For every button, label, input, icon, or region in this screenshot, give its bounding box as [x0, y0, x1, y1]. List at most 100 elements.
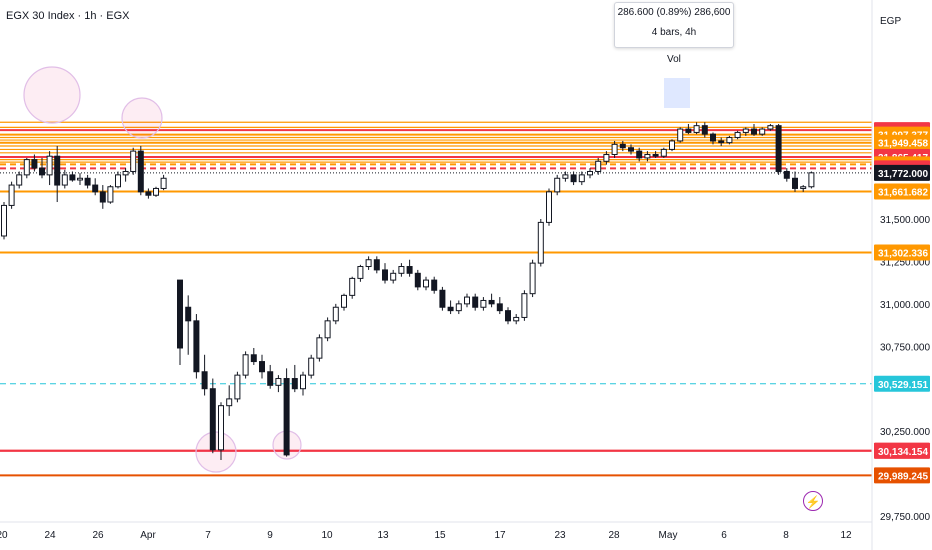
price-tag-7 [874, 183, 930, 200]
candle-body-27 [218, 405, 224, 451]
highlight-circle-2 [195, 431, 237, 473]
candle-body-60 [488, 299, 495, 305]
price-tag-8 [874, 244, 930, 261]
volume-label: Vol [667, 54, 681, 65]
candle-body-46 [373, 259, 380, 271]
y-tick-label-3: 30,750.000 [880, 342, 930, 353]
candle-body-14 [107, 186, 114, 203]
candle-body-83 [677, 128, 684, 142]
x-tick-label-4: 7 [205, 530, 211, 541]
candle-body-77 [628, 147, 634, 152]
measure-tooltip: 286.600 (0.89%) 286,600 4 bars, 4h [614, 2, 734, 48]
candle-body-5 [39, 167, 45, 176]
candle-body-54 [439, 289, 446, 308]
x-tick-label-15: 12 [840, 530, 852, 541]
candle-body-44 [357, 266, 364, 279]
candle-body-36 [291, 378, 298, 390]
candle-body-98 [800, 186, 807, 189]
candle-body-33 [267, 371, 274, 386]
candle-body-99 [808, 172, 815, 188]
candle-body-43 [349, 277, 356, 296]
candle-body-73 [595, 160, 602, 172]
candle-body-50 [406, 266, 413, 274]
candle-body-84 [685, 128, 692, 133]
x-tick-label-12: May [659, 530, 678, 541]
price-tag-11 [874, 442, 930, 459]
candle-body-8 [61, 174, 68, 186]
price-tag-text-9: 30,529.151 [878, 380, 928, 391]
measure-bars: 4 bars, 4h [651, 27, 697, 38]
price-tag-text-12: 29,989.245 [878, 471, 928, 482]
candle-body-67 [546, 191, 552, 223]
candle-body-38 [308, 357, 315, 376]
candle-body-85 [693, 125, 700, 133]
candle-body-45 [365, 259, 372, 268]
candle-body-65 [529, 262, 536, 295]
candle-body-2 [16, 174, 23, 186]
candle-body-3 [23, 159, 30, 176]
candle-body-70 [570, 174, 577, 183]
candle-body-82 [669, 140, 675, 150]
candle-body-19 [145, 191, 152, 196]
candle-body-58 [472, 296, 479, 308]
candle-body-86 [701, 125, 708, 135]
candle-body-94 [767, 125, 774, 130]
candle-body-71 [578, 174, 585, 183]
candle-body-75 [611, 143, 618, 156]
candle-body-39 [316, 337, 323, 359]
candle-body-15 [115, 174, 121, 188]
candle-body-40 [324, 320, 331, 339]
x-tick-label-14: 8 [783, 530, 789, 541]
x-tick-label-10: 23 [554, 530, 566, 541]
candle-body-48 [390, 272, 397, 281]
x-tick-label-9: 17 [494, 530, 506, 541]
candle-body-51 [414, 272, 421, 288]
price-tag-text-8: 31,302.336 [878, 249, 928, 260]
candle-body-66 [537, 221, 544, 264]
candle-body-80 [652, 154, 659, 157]
price-tag-9 [874, 375, 930, 392]
price-tag-text-7: 31,661.682 [878, 188, 928, 199]
candle-body-21 [160, 177, 167, 189]
candle-body-42 [341, 294, 347, 308]
candle-body-28 [226, 398, 233, 407]
candle-body-22 [177, 279, 183, 349]
candle-body-87 [710, 133, 716, 142]
candle-body-13 [99, 191, 106, 203]
candle-body-37 [300, 374, 306, 390]
x-tick-label-7: 13 [377, 530, 389, 541]
lightning-icon[interactable]: ⚡ [803, 491, 823, 511]
candle-body-52 [423, 279, 429, 288]
x-tick-label-3: Apr [140, 530, 156, 541]
price-tag-6 [874, 164, 930, 181]
candle-body-97 [792, 177, 798, 189]
candle-body-55 [447, 306, 454, 312]
x-tick-label-11: 28 [608, 530, 620, 541]
candle-body-47 [382, 269, 388, 281]
candle-body-57 [464, 296, 470, 305]
candle-body-25 [201, 371, 208, 390]
currency-label[interactable]: EGP [880, 16, 902, 27]
symbol-title: EGX 30 Index · 1h · EGX [6, 10, 130, 22]
candle-body-49 [398, 266, 405, 274]
candle-body-18 [137, 150, 144, 193]
candle-body-90 [734, 131, 741, 139]
candle-body-95 [775, 125, 782, 172]
candle-body-6 [46, 155, 53, 176]
price-tag-12 [874, 467, 930, 484]
candle-body-56 [455, 303, 462, 312]
y-tick-label-5: 29,750.000 [880, 512, 930, 523]
candle-body-72 [587, 170, 593, 176]
candle-body-64 [521, 293, 528, 318]
candle-body-79 [644, 154, 651, 159]
candle-body-10 [77, 177, 83, 181]
candle-body-32 [259, 361, 265, 373]
candle-body-1 [8, 184, 15, 206]
candle-body-9 [69, 174, 76, 181]
highlight-circle-1 [121, 97, 163, 139]
candle-body-69 [562, 174, 569, 179]
candle-body-41 [332, 306, 339, 322]
candle-body-31 [250, 354, 257, 363]
candle-body-88 [718, 140, 725, 144]
